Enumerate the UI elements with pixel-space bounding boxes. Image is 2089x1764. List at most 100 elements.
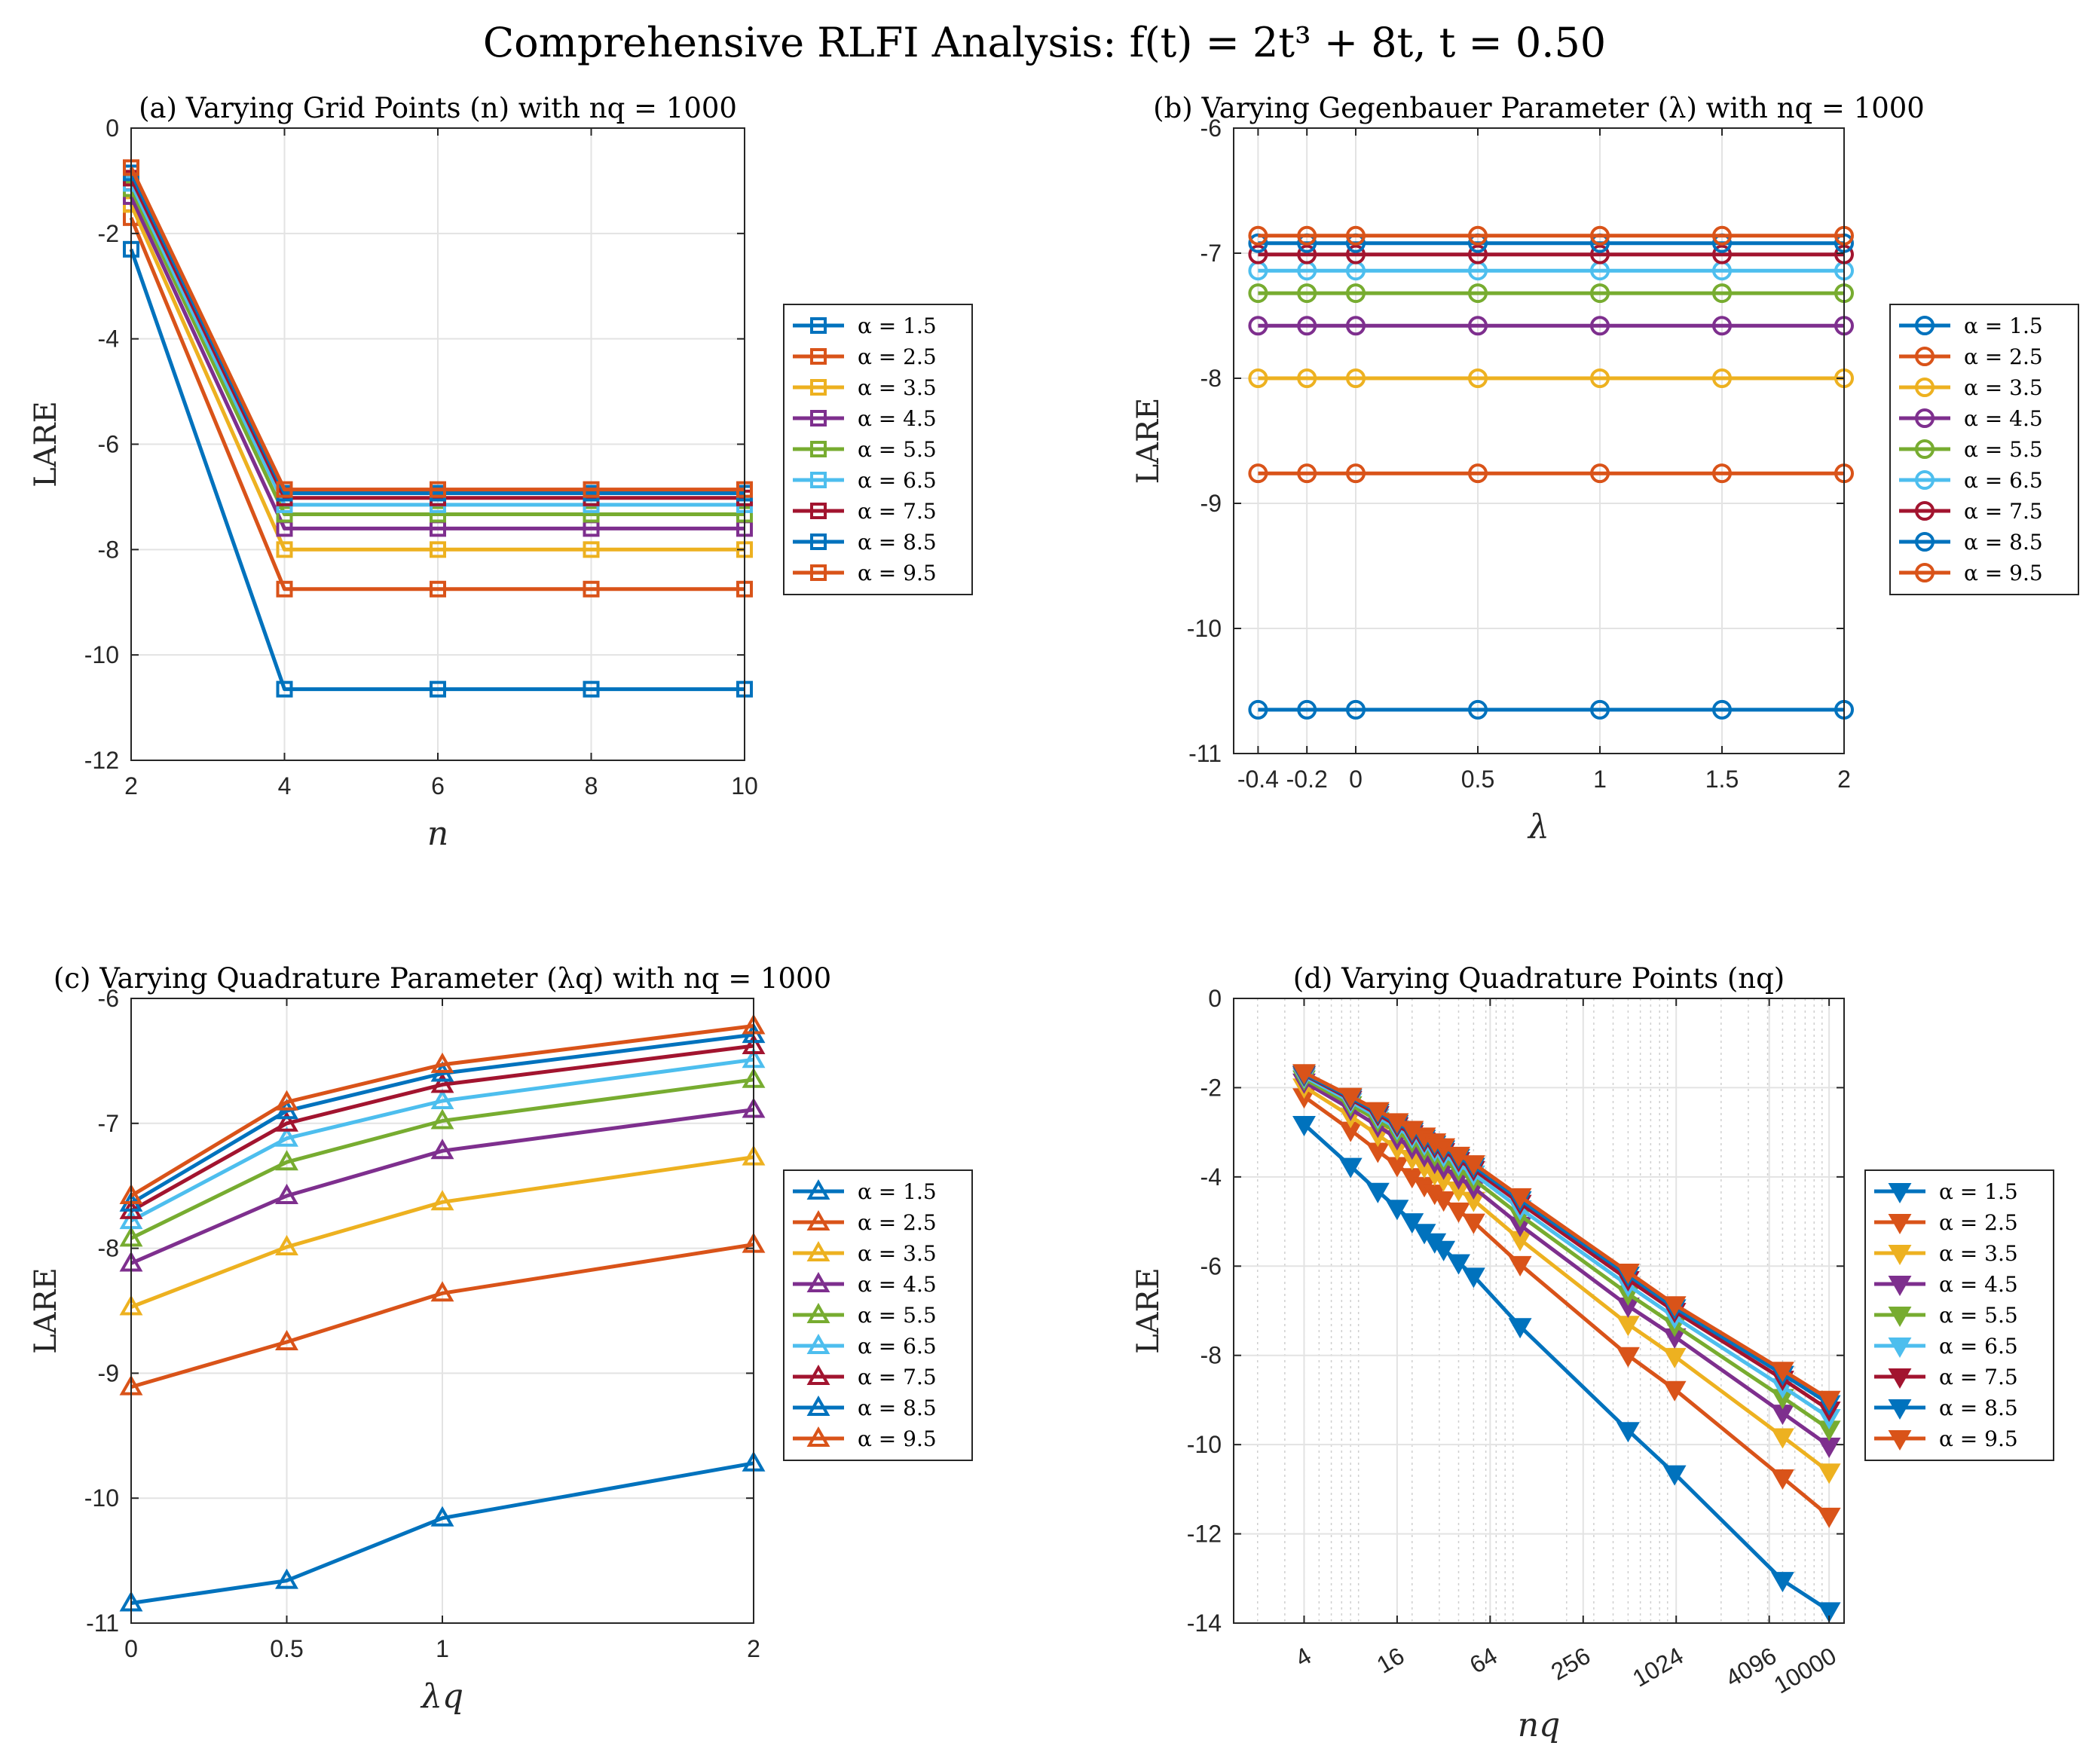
data-point bbox=[275, 1329, 298, 1350]
legend-marker bbox=[806, 1302, 830, 1323]
data-point bbox=[1817, 1602, 1841, 1623]
legend-marker bbox=[1888, 1368, 1912, 1389]
data-point bbox=[1712, 316, 1732, 336]
data-point bbox=[1292, 1115, 1316, 1137]
legend-marker bbox=[1915, 408, 1935, 428]
x-tick-label: 64 bbox=[1465, 1642, 1502, 1679]
data-point bbox=[1346, 283, 1366, 304]
data-point bbox=[276, 541, 293, 558]
y-tick-label: -12 bbox=[1187, 1521, 1222, 1548]
y-tick-label: -2 bbox=[1200, 1074, 1222, 1101]
legend-label: α = 8.5 bbox=[858, 1396, 937, 1420]
data-point bbox=[1248, 368, 1268, 388]
data-point bbox=[1712, 463, 1732, 484]
legend-label: α = 2.5 bbox=[858, 1210, 937, 1235]
figure-title: Comprehensive RLFI Analysis: f(t) = 2t³ … bbox=[483, 19, 1606, 66]
x-tick-label: 8 bbox=[585, 772, 598, 799]
data-point bbox=[1461, 1213, 1485, 1234]
legend-label: α = 3.5 bbox=[858, 1241, 937, 1266]
panel-title: (c) Varying Quadrature Parameter (λq) wi… bbox=[54, 962, 831, 995]
y-tick-label: -9 bbox=[1200, 490, 1222, 517]
y-tick-label: -8 bbox=[98, 536, 119, 563]
series-line bbox=[129, 177, 745, 500]
data-point bbox=[1712, 225, 1732, 246]
data-point bbox=[1248, 283, 1268, 304]
data-point bbox=[1346, 699, 1366, 720]
axes-box bbox=[1233, 998, 1845, 1624]
data-point bbox=[1346, 225, 1366, 246]
data-point bbox=[430, 1281, 454, 1302]
legend-label: α = 3.5 bbox=[1939, 1241, 2018, 1266]
legend-marker bbox=[806, 1364, 830, 1385]
data-point bbox=[430, 1052, 454, 1073]
data-point bbox=[1590, 225, 1610, 246]
series-line bbox=[129, 203, 745, 552]
y-tick-label: -10 bbox=[1187, 615, 1222, 642]
x-tick-label: 2 bbox=[124, 772, 138, 799]
panel-b: -0.4 -0.2 0 0.5 1 1.5 2 -11 -10 -9 -8 -7 -6(b) Varyi… bbox=[1131, 92, 2079, 846]
y-tick-label: 0 bbox=[1208, 985, 1222, 1012]
x-tick-label: 2 bbox=[747, 1635, 760, 1662]
y-tick-label: 0 bbox=[106, 115, 119, 142]
legend: α = 1.5 α = 2.5 α = 3.5 α = 4.5 α = 5.5 α = 6… bbox=[783, 304, 973, 595]
data-point bbox=[1817, 1390, 1841, 1411]
legend-marker bbox=[1888, 1183, 1912, 1204]
legend-label: α = 2.5 bbox=[858, 344, 937, 369]
legend-marker bbox=[806, 1426, 830, 1447]
data-point bbox=[1817, 1507, 1841, 1528]
legend-marker bbox=[1915, 532, 1935, 552]
data-point bbox=[1508, 1188, 1532, 1209]
legend-label: α = 1.5 bbox=[1939, 1179, 2018, 1204]
data-point bbox=[1468, 244, 1488, 264]
x-tick-label: 256 bbox=[1546, 1642, 1595, 1686]
legend-label: α = 9.5 bbox=[858, 561, 937, 585]
data-point bbox=[1447, 1254, 1470, 1275]
legend-marker bbox=[810, 379, 827, 396]
x-tick-label: 1 bbox=[436, 1635, 449, 1662]
data-point bbox=[1468, 283, 1488, 304]
legend-marker bbox=[1915, 378, 1935, 397]
series-line bbox=[130, 1461, 754, 1605]
data-point bbox=[1817, 1463, 1841, 1484]
legend-label: α = 7.5 bbox=[1964, 499, 2043, 524]
series-line bbox=[129, 188, 745, 516]
legend-marker bbox=[806, 1240, 830, 1261]
legend-label: α = 9.5 bbox=[1939, 1426, 2018, 1451]
x-tick-label: 6 bbox=[431, 772, 445, 799]
legend-label: α = 6.5 bbox=[858, 1334, 937, 1359]
legend-marker bbox=[810, 533, 827, 550]
legend-marker bbox=[1915, 316, 1935, 335]
legend-marker bbox=[810, 317, 827, 334]
series-line bbox=[129, 195, 745, 530]
legend-marker bbox=[806, 1271, 830, 1292]
legend-marker bbox=[810, 503, 827, 519]
data-point bbox=[276, 506, 293, 523]
legend-marker bbox=[1915, 439, 1935, 459]
legend-label: α = 9.5 bbox=[858, 1426, 937, 1451]
y-axis-label: LARE bbox=[29, 1267, 63, 1354]
y-tick-label: -12 bbox=[84, 747, 119, 774]
x-tick-label: 0 bbox=[124, 1635, 138, 1662]
legend-label: α = 1.5 bbox=[1964, 313, 2043, 338]
data-point bbox=[1461, 1267, 1485, 1289]
legend-label: α = 2.5 bbox=[1964, 344, 2043, 369]
data-point bbox=[583, 541, 600, 558]
series-line bbox=[130, 1243, 754, 1389]
y-tick-label: -8 bbox=[1200, 365, 1222, 392]
data-point bbox=[583, 680, 600, 698]
series-line bbox=[130, 1155, 754, 1309]
legend-marker bbox=[1888, 1214, 1912, 1235]
legend-label: α = 8.5 bbox=[1939, 1396, 2018, 1420]
x-axis-label: nq bbox=[1518, 1706, 1561, 1744]
y-tick-label: -6 bbox=[98, 431, 119, 458]
series-line bbox=[130, 1108, 754, 1265]
series-line bbox=[129, 216, 745, 592]
data-point bbox=[1590, 699, 1610, 720]
data-point bbox=[275, 1090, 298, 1111]
data-point bbox=[1616, 1263, 1640, 1285]
data-point bbox=[1590, 463, 1610, 484]
data-point bbox=[1385, 1200, 1409, 1221]
legend-marker bbox=[806, 1209, 830, 1231]
